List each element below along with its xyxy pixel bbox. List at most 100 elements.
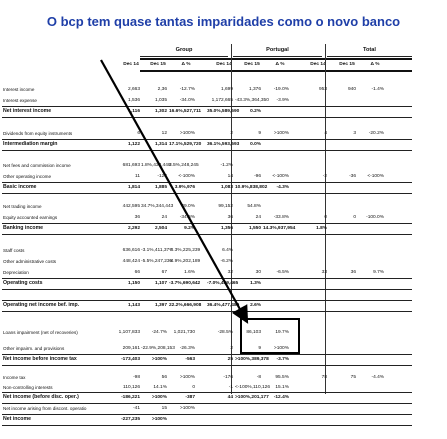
table-cell: -186,221 (121, 395, 140, 400)
table-cell: -43.3%,364,350 (235, 98, 269, 103)
table-row: Net trading income 442,595 34.7%,344,443 29… (0, 201, 447, 212)
table-cell: 11 (135, 174, 140, 179)
table-cell: -3.9% (276, 98, 289, 103)
table-cell: 1,107 (154, 281, 167, 286)
table-cell: 9.7% (373, 270, 384, 275)
row-label: Interest expense (3, 98, 37, 103)
row-rule (2, 193, 412, 194)
table-cell: 15.1% (275, 385, 289, 390)
row-rule (2, 354, 412, 355)
table-row: Non-controlling interests 110,126 14.1% 0 -1… (0, 382, 447, 393)
column-separator (325, 44, 326, 394)
table-cell: 9 (258, 131, 261, 136)
table-cell: 6.4% (222, 248, 233, 253)
table-cell: 1,536 (127, 98, 140, 103)
table-row: Interest income 2,663 2,36 -12.7% 1,699 1,376… (0, 84, 447, 95)
table-cell: 2 (230, 346, 233, 351)
group-header-1: Portugal (266, 47, 289, 53)
table-cell: 34.7%,344,443 (141, 204, 174, 209)
table-cell: 95.5% (275, 375, 289, 380)
table-cell: -12.4% (273, 395, 289, 400)
table-cell: -1.2% (220, 163, 233, 168)
table-cell: 25 (227, 357, 233, 362)
header-rule (140, 70, 412, 72)
row-rule (2, 139, 412, 140)
table-cell: -4.9%,202,189 (169, 259, 201, 264)
table-cell: 3.9%,976 (174, 185, 195, 190)
row-rule (2, 223, 412, 224)
table-cell: >100% (179, 406, 195, 411)
column-header: Dec 14 (123, 62, 139, 67)
table-cell: -24.7% (151, 330, 167, 335)
table-cell: 1,356 (220, 226, 233, 231)
table-row: Staff costs 636,616 -3.1%,411,377 -8.3%,225… (0, 245, 447, 256)
row-label: Other administrative costs (3, 259, 57, 264)
table-cell: 1,885 (154, 185, 167, 190)
table-row: Equity accounted earnings 36 24 -34.6% 36 24 -… (0, 212, 447, 223)
table-cell: 1,302 (154, 109, 167, 114)
table-cell: 99,152 (218, 204, 233, 209)
row-label: Interest income (3, 87, 35, 92)
table-cell: 2,292 (127, 226, 140, 231)
table-cell: 75 (350, 375, 356, 380)
row-rule (2, 106, 412, 107)
table-cell: 209,161 (122, 346, 140, 351)
table-row: Basic income 1,814 1,885 3.9%,976 1,083 10.9%… (0, 182, 447, 193)
row-rule (2, 289, 412, 290)
table-cell: 14.3%,937,954 (263, 226, 296, 231)
row-label: Net fees and commission income (3, 163, 71, 168)
table-cell: 0.2% (250, 109, 261, 114)
column-header: Dec 15 (150, 62, 166, 67)
table-cell: 2,504 (154, 226, 167, 231)
group-underline (233, 56, 322, 57)
table-cell: 0.0% (250, 142, 261, 147)
row-rule (2, 311, 412, 312)
table-row: Operating net income bef. imp. 1,143 1,397… (0, 300, 447, 311)
table-cell: 3.5%,248,245 (169, 163, 199, 168)
row-label: Staff costs (3, 248, 25, 253)
table-cell: 442,595 (122, 204, 140, 209)
table-row: Depreciation 66 67 1.6% 32 30 -6.5% 33 36 9.7% (0, 267, 447, 278)
table-cell: 17.1%,529,720 (169, 142, 202, 147)
table-cell: -100.0% (366, 215, 384, 220)
row-label: Other operating income (3, 174, 52, 179)
table-row: Other administrative costs 448,424 -5.5%,2… (0, 256, 447, 267)
table-cell: 1,550 (248, 226, 261, 231)
table-cell: 448,424 (122, 259, 140, 264)
table-cell: 2.6% (250, 303, 261, 308)
row-label: Net income arising from discont. operati… (3, 406, 87, 411)
highlight-box (240, 318, 300, 354)
table-row: Loans impairment (net of recoveries) 1,10… (0, 327, 447, 338)
table-cell: -6.5% (276, 270, 289, 275)
table-cell: 16.6%,527,711 (169, 109, 202, 114)
table-cell: 44 (227, 395, 233, 400)
table-cell: >100%,201,177 (235, 395, 269, 400)
table-row: Intermediation margin 1,122 1,314 17.1%,529… (0, 139, 447, 150)
table-cell: 1,107,833 (118, 330, 140, 335)
table-cell: -4.3% (276, 185, 289, 190)
row-label: Income tax (3, 375, 26, 380)
table-cell: -28.5% (217, 330, 233, 335)
table-row: Operating costs 1,150 1,107 -3.7%,690,642 -7… (0, 278, 447, 289)
table-cell: 636,616 (122, 248, 140, 253)
table-cell: 681,693 (122, 163, 140, 168)
table-cell: -36 (349, 174, 356, 179)
table-cell: -98 (133, 375, 140, 380)
table-cell: 110,126 (123, 385, 140, 390)
table-cell: -96 (254, 174, 261, 179)
table-cell: -34.6% (179, 215, 195, 220)
table-cell: -176 (223, 375, 233, 380)
table-cell: >100% (151, 395, 167, 400)
row-rule (2, 182, 412, 183)
row-label: Operating costs (3, 280, 43, 286)
table-cell: -173,403 (121, 357, 140, 362)
table-cell: 1,143 (127, 303, 140, 308)
row-rule (2, 403, 412, 404)
table-cell: >100% (179, 131, 195, 136)
table-cell: >100% (151, 357, 167, 362)
table-cell: 14 (227, 174, 233, 179)
row-rule (2, 425, 412, 426)
table-cell: >100% (273, 346, 289, 351)
table-cell: 2 (230, 131, 233, 136)
table-cell: -3.7% (276, 357, 289, 362)
